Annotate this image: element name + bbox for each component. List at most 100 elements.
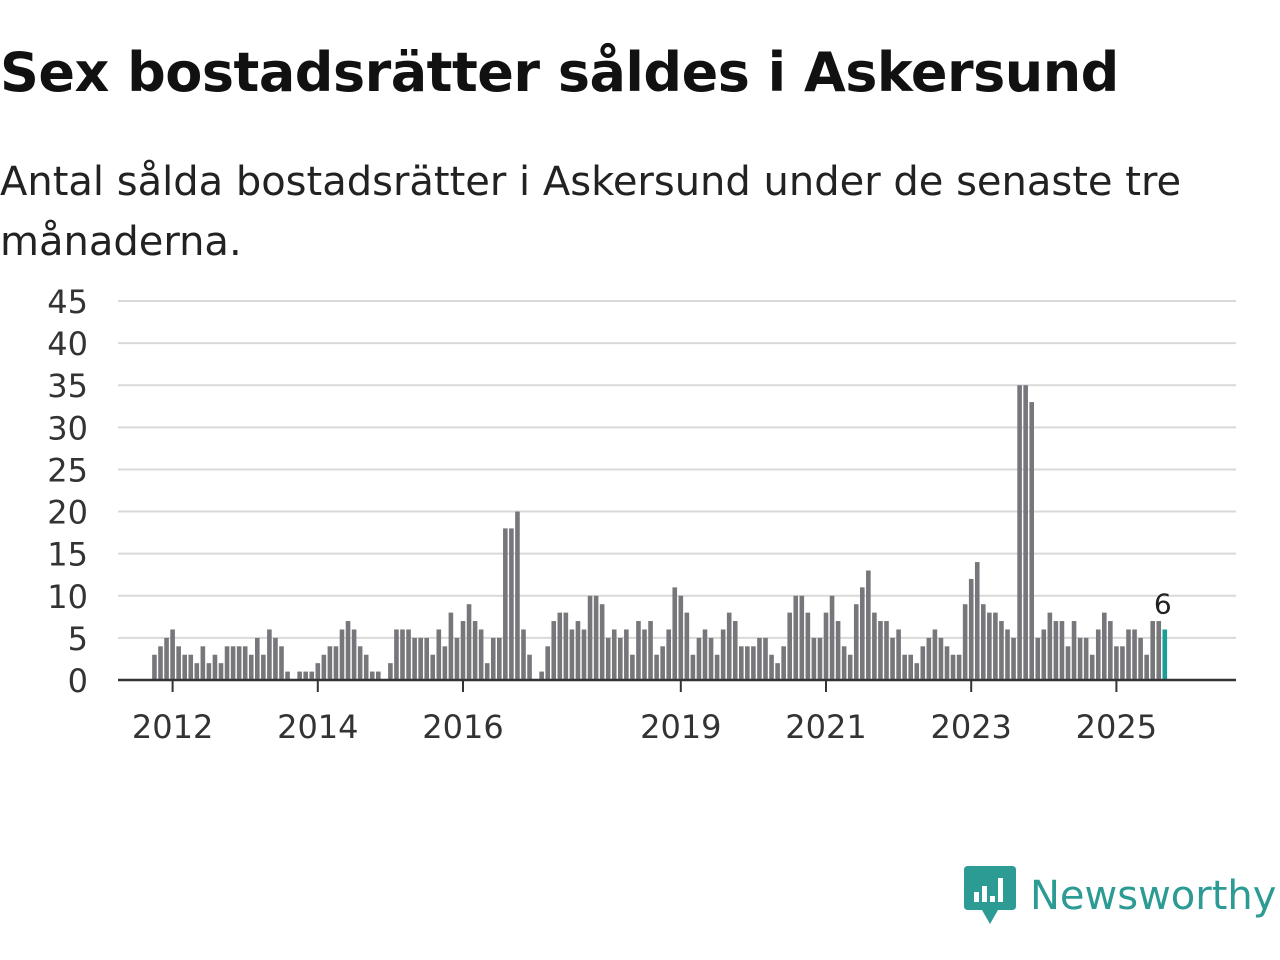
- bar: [878, 621, 883, 680]
- bar: [581, 629, 587, 680]
- bar: [781, 646, 786, 680]
- bar: [285, 671, 290, 680]
- bar: [1150, 621, 1155, 680]
- y-tick-label: 15: [47, 536, 88, 574]
- bar: [267, 629, 272, 680]
- bar: [793, 595, 799, 680]
- bar: [763, 637, 768, 680]
- bar: [297, 671, 302, 680]
- bar: [993, 612, 998, 680]
- bar: [152, 654, 157, 680]
- bar: [466, 604, 472, 680]
- bar: [944, 646, 950, 680]
- bar: [182, 654, 187, 680]
- bar: [1138, 637, 1143, 680]
- bar: [478, 629, 484, 680]
- bar: [394, 629, 399, 680]
- bar: [593, 595, 599, 680]
- bar: [1029, 402, 1034, 680]
- bar: [884, 621, 889, 680]
- bar: [860, 587, 865, 680]
- bar: [896, 629, 901, 680]
- bar: [829, 595, 835, 680]
- bar: [436, 629, 442, 680]
- y-tick-label: 40: [47, 325, 88, 363]
- bar: [218, 663, 224, 680]
- bar: [388, 663, 393, 680]
- bar: [811, 637, 817, 680]
- bar: [200, 646, 206, 680]
- bar: [920, 646, 926, 680]
- bar: [1059, 621, 1065, 680]
- x-tick-label: 2023: [930, 708, 1011, 746]
- bar: [242, 646, 248, 680]
- bar: [1077, 637, 1083, 680]
- bar: [1144, 654, 1149, 680]
- bar: [950, 654, 956, 680]
- bar: [1071, 621, 1077, 680]
- bar: [968, 578, 974, 680]
- bar: [720, 629, 726, 680]
- bar: [472, 621, 478, 680]
- bar: [908, 654, 913, 680]
- bar: [648, 621, 653, 680]
- bar: [618, 637, 623, 680]
- bar: [509, 528, 514, 680]
- data-label-last-value: 6: [1154, 587, 1172, 620]
- bar: [751, 646, 756, 680]
- bar: [345, 621, 351, 680]
- bar: [696, 637, 702, 680]
- x-tick-label: 2016: [422, 708, 503, 746]
- bar: [448, 612, 454, 680]
- bar: [1035, 637, 1041, 680]
- bar: [684, 612, 690, 680]
- bar: [1114, 646, 1119, 680]
- bar: [575, 621, 581, 680]
- newsworthy-logo[interactable]: Newsworthy: [964, 866, 1276, 926]
- bar: [321, 654, 327, 680]
- bar: [611, 629, 617, 680]
- bar: [872, 612, 877, 680]
- bar: [515, 511, 520, 680]
- bar: [987, 612, 992, 680]
- bar: [255, 637, 260, 680]
- bar: [866, 570, 871, 680]
- bar: [248, 654, 254, 680]
- bar: [315, 663, 321, 680]
- bar: [1120, 646, 1125, 680]
- bar: [690, 654, 696, 680]
- x-axis-ticks: 2012 2014 2016 2019 2021 2023 2025: [132, 680, 1157, 746]
- bar: [230, 646, 236, 680]
- y-tick-label: 45: [47, 283, 88, 321]
- bar: [363, 654, 369, 680]
- bar: [666, 629, 671, 680]
- bar: [599, 604, 605, 680]
- bar: [357, 646, 363, 680]
- bar: [1047, 612, 1053, 680]
- bar: [551, 621, 557, 680]
- bar: [1065, 646, 1071, 680]
- bar: [212, 654, 218, 680]
- bar: [279, 646, 284, 680]
- bar: [805, 612, 811, 680]
- bar: [678, 595, 684, 680]
- y-tick-label: 35: [47, 367, 88, 405]
- bar: [1108, 621, 1113, 680]
- bar: [1005, 629, 1010, 680]
- bar: [853, 604, 859, 680]
- bar: [412, 637, 417, 680]
- bar: [714, 654, 720, 680]
- bar: [430, 654, 436, 680]
- bar: [303, 671, 308, 680]
- bar: [660, 646, 665, 680]
- bar: [654, 654, 659, 680]
- bar: [261, 654, 266, 680]
- bar: [569, 629, 575, 680]
- bar: [702, 629, 708, 680]
- x-tick-label: 2014: [277, 708, 358, 746]
- bar: [974, 562, 980, 680]
- bar: [587, 595, 593, 680]
- bar: [333, 646, 339, 680]
- bar: [557, 612, 563, 680]
- brand-name: Newsworthy: [1030, 873, 1277, 919]
